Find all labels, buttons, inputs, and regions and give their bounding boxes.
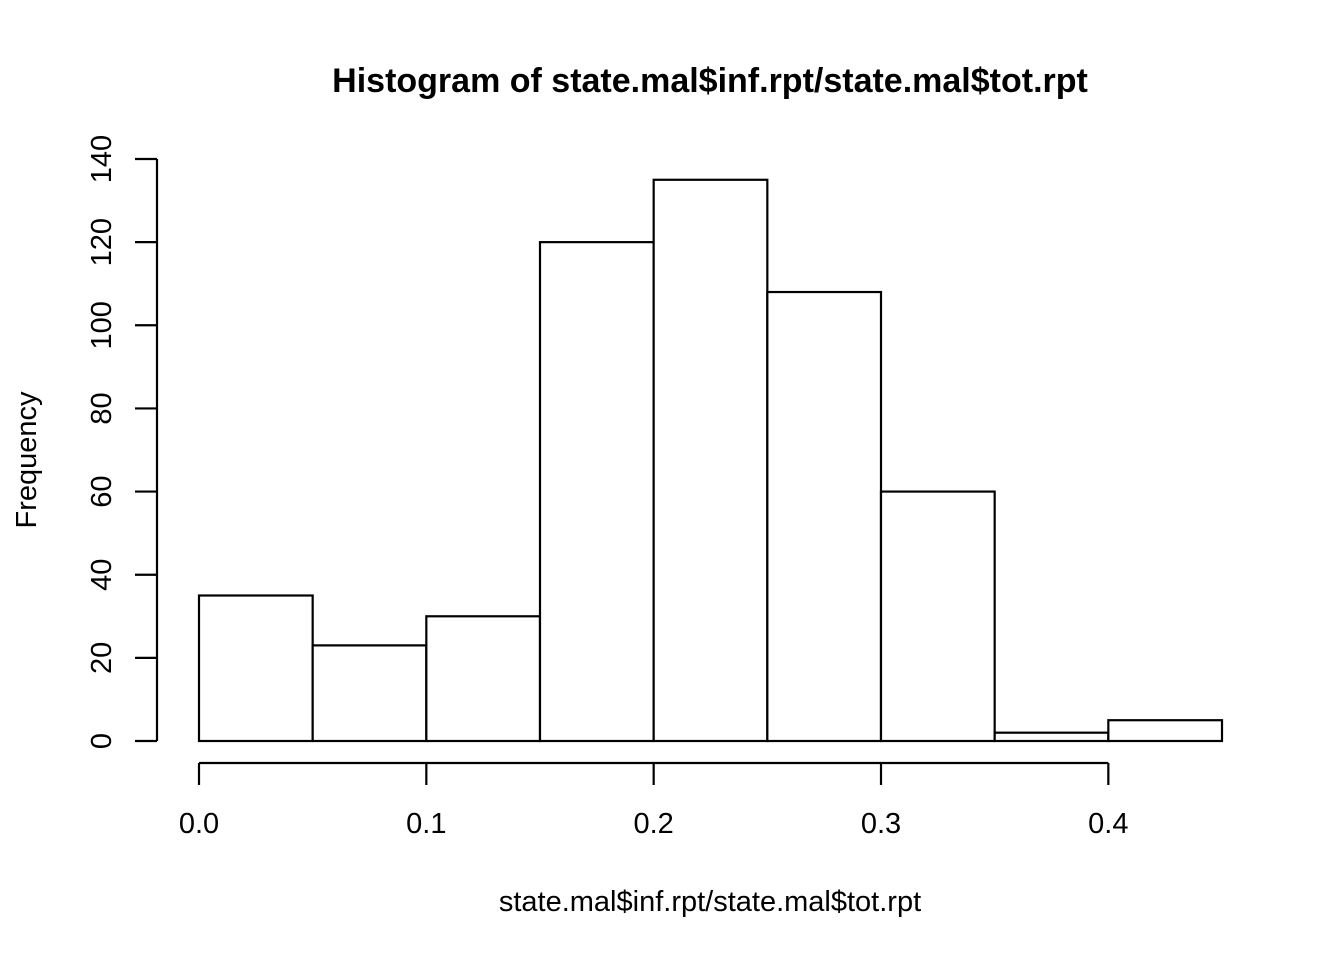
histogram-bar bbox=[879, 490, 996, 743]
x-tick-label: 0.0 bbox=[179, 808, 219, 840]
x-tick-label: 0.4 bbox=[1088, 808, 1128, 840]
x-axis-label: state.mal$inf.rpt/state.mal$tot.rpt bbox=[499, 886, 921, 918]
y-tick-label: 120 bbox=[86, 218, 118, 266]
histogram-bar bbox=[311, 644, 428, 743]
x-tick-label: 0.3 bbox=[861, 808, 901, 840]
y-tick-label: 0 bbox=[86, 733, 118, 749]
chart-title: Histogram of state.mal$inf.rpt/state.mal… bbox=[332, 62, 1088, 100]
y-tick-label: 100 bbox=[86, 301, 118, 349]
x-tick-label: 0.1 bbox=[406, 808, 446, 840]
y-tick-label: 60 bbox=[86, 475, 118, 507]
x-axis: 0.0 0.1 0.2 0.3 0.4 bbox=[179, 761, 1128, 840]
histogram-bar bbox=[1107, 719, 1224, 743]
histogram-bar bbox=[993, 731, 1110, 743]
histogram-bar bbox=[652, 178, 769, 743]
y-tick-label: 40 bbox=[86, 559, 118, 591]
histogram-bar bbox=[425, 615, 542, 743]
x-tick-label: 0.2 bbox=[634, 808, 674, 840]
histogram-bar bbox=[197, 594, 314, 743]
y-axis-label: Frequency bbox=[11, 391, 43, 529]
y-tick-label: 140 bbox=[86, 135, 118, 183]
bars-layer bbox=[197, 178, 1224, 743]
y-tick-label: 80 bbox=[86, 392, 118, 424]
y-tick-label: 20 bbox=[86, 642, 118, 674]
y-axis: 0 20 40 60 80 100 120 140 bbox=[86, 135, 159, 749]
histogram-bar bbox=[538, 241, 655, 743]
histogram-bar bbox=[766, 290, 883, 743]
